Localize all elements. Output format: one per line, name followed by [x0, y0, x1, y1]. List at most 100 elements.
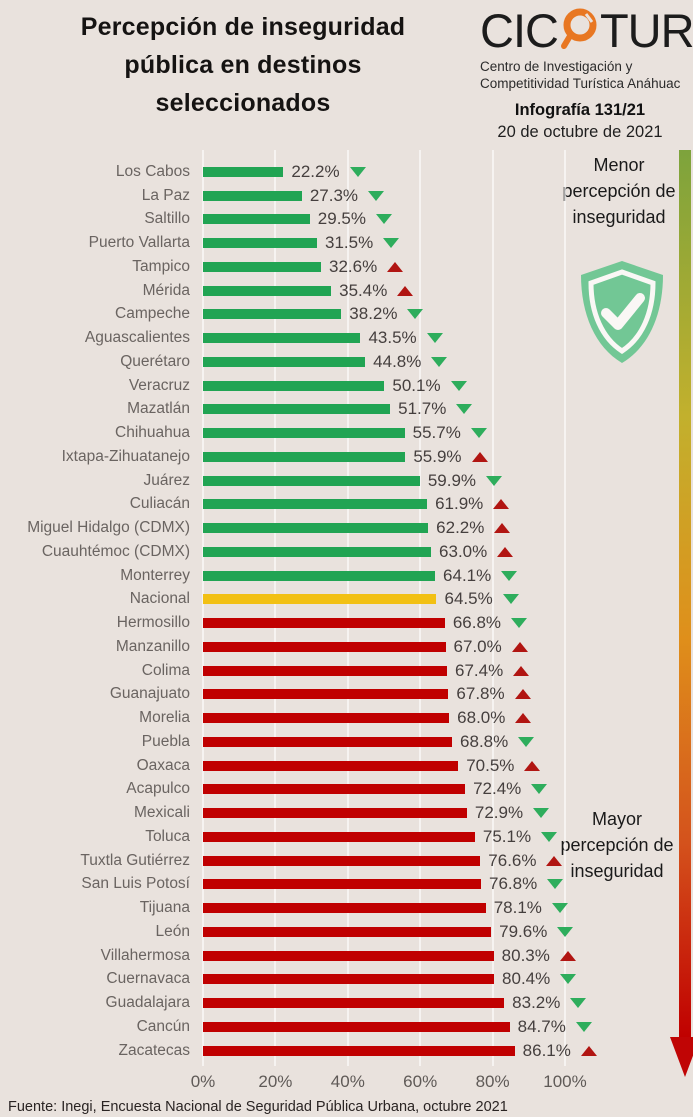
x-axis: 0% 20% 40% 60% 80% 100% [0, 1072, 693, 1094]
destination-label: Miguel Hidalgo (CDMX) [27, 519, 190, 537]
chart-row: Zacatecas 86.1% [0, 1039, 600, 1063]
trend-down-icon [501, 570, 518, 581]
trend-up-icon [580, 1045, 597, 1056]
value-label: 79.6% [499, 921, 548, 941]
bar [203, 641, 446, 652]
trend-down-icon [547, 879, 564, 890]
chart-row: Guadalajara 83.2% [0, 991, 600, 1015]
value-label: 64.1% [443, 565, 492, 585]
value-label: 38.2% [349, 304, 398, 324]
legend-line: inseguridad [572, 207, 666, 227]
chart-gridlines [0, 150, 693, 1066]
destination-label: Puerto Vallarta [88, 234, 190, 252]
trend-down-icon [470, 428, 487, 439]
destination-label: Guadalajara [105, 994, 190, 1012]
trend-down-icon [533, 808, 550, 819]
bar [203, 760, 459, 771]
trend-up-icon [387, 261, 404, 272]
org-name: Centro de Investigación y Competitividad… [480, 58, 693, 92]
destination-label: Cancún [136, 1017, 190, 1035]
cicotur-logo-block: CIC TUR Centro de Investigación y Compet… [480, 4, 693, 142]
trend-up-icon [493, 499, 510, 510]
value-label: 76.8% [489, 874, 538, 894]
value-label: 67.8% [456, 684, 505, 704]
trend-down-icon [541, 831, 558, 842]
value-label: 27.3% [309, 185, 359, 205]
legend-line: percepción de [560, 835, 674, 855]
destination-label: Nacional [129, 590, 190, 608]
bar [203, 736, 453, 747]
trend-down-icon [375, 214, 392, 225]
bar [203, 903, 486, 914]
value-label: 83.2% [512, 993, 561, 1013]
title-line: Percepción de inseguridad [80, 13, 406, 41]
value-label: 29.5% [317, 209, 366, 229]
value-label: 64.5% [444, 589, 493, 609]
chart-row: Puebla 68.8% [0, 730, 600, 754]
trend-down-icon [502, 594, 519, 605]
value-label: 67.4% [454, 660, 504, 680]
destination-label: Tuxtla Gutiérrez [80, 851, 190, 869]
destination-label: Oaxaca [136, 756, 190, 774]
bar [203, 855, 481, 866]
bar [203, 689, 449, 700]
value-label: 35.4% [339, 280, 388, 300]
bar [203, 475, 420, 486]
severity-gradient-arrow-head-icon [670, 1037, 693, 1077]
destination-label: Monterrey [120, 566, 190, 584]
bar [203, 831, 475, 842]
destination-label: Tijuana [139, 899, 190, 917]
chart-row: Toluca 75.1% [0, 825, 600, 849]
trend-down-icon [551, 903, 568, 914]
chart-row: Los Cabos 22.2% [0, 160, 600, 184]
bar [203, 926, 492, 937]
chart-row: Veracruz 50.1% [0, 374, 600, 398]
chart-row: Morelia 68.0% [0, 706, 600, 730]
trend-up-icon [514, 689, 531, 700]
destination-label: Campeche [115, 305, 190, 323]
bar [203, 1021, 510, 1032]
bar [203, 309, 342, 320]
gridline [202, 150, 204, 1066]
bar [203, 451, 406, 462]
destination-label: León [155, 922, 190, 940]
destination-label: Tampico [132, 257, 190, 275]
org-line: Centro de Investigación y [480, 59, 633, 74]
destination-label: Toluca [145, 827, 190, 845]
bar [203, 356, 366, 367]
destination-label: Mazatlán [127, 400, 190, 418]
chart-row: Ixtapa-Zihuatanejo 55.9% [0, 445, 600, 469]
bar [203, 713, 450, 724]
value-label: 31.5% [325, 233, 374, 253]
bar [203, 190, 302, 201]
cicotur-logo: CIC TUR [480, 3, 693, 57]
x-axis-tick: 100% [543, 1072, 587, 1091]
destination-label: Juárez [143, 471, 190, 489]
org-line: Competitividad Turística Anáhuac [480, 76, 681, 91]
chart-row: Monterrey 64.1% [0, 564, 600, 588]
chart-row: Puerto Vallarta 31.5% [0, 231, 600, 255]
chart-row: Villahermosa 80.3% [0, 944, 600, 968]
legend-line: percepción de [562, 181, 676, 201]
bar [203, 523, 429, 534]
bar [203, 428, 405, 439]
bar [203, 333, 361, 344]
trend-down-icon [407, 309, 424, 320]
value-label: 59.9% [427, 470, 477, 490]
trend-up-icon [524, 760, 541, 771]
chart-row: Manzanillo 67.0% [0, 635, 600, 659]
chart-row: Mérida 35.4% [0, 279, 600, 303]
chart-row: Tampico 32.6% [0, 255, 600, 279]
trend-down-icon [349, 166, 366, 177]
chart-row: Miguel Hidalgo (CDMX) 62.2% [0, 516, 600, 540]
legend-line: Mayor [591, 809, 642, 829]
trend-down-icon [426, 333, 443, 344]
value-label: 61.9% [435, 494, 484, 514]
value-label: 55.9% [413, 446, 462, 466]
chart-row: Nacional 64.5% [0, 588, 600, 612]
gridline [346, 150, 349, 1066]
logo-text-pre: CIC [480, 3, 559, 57]
bar [203, 499, 428, 510]
legend-menor: Menor percepción de inseguridad [545, 152, 693, 230]
bar [203, 380, 385, 391]
